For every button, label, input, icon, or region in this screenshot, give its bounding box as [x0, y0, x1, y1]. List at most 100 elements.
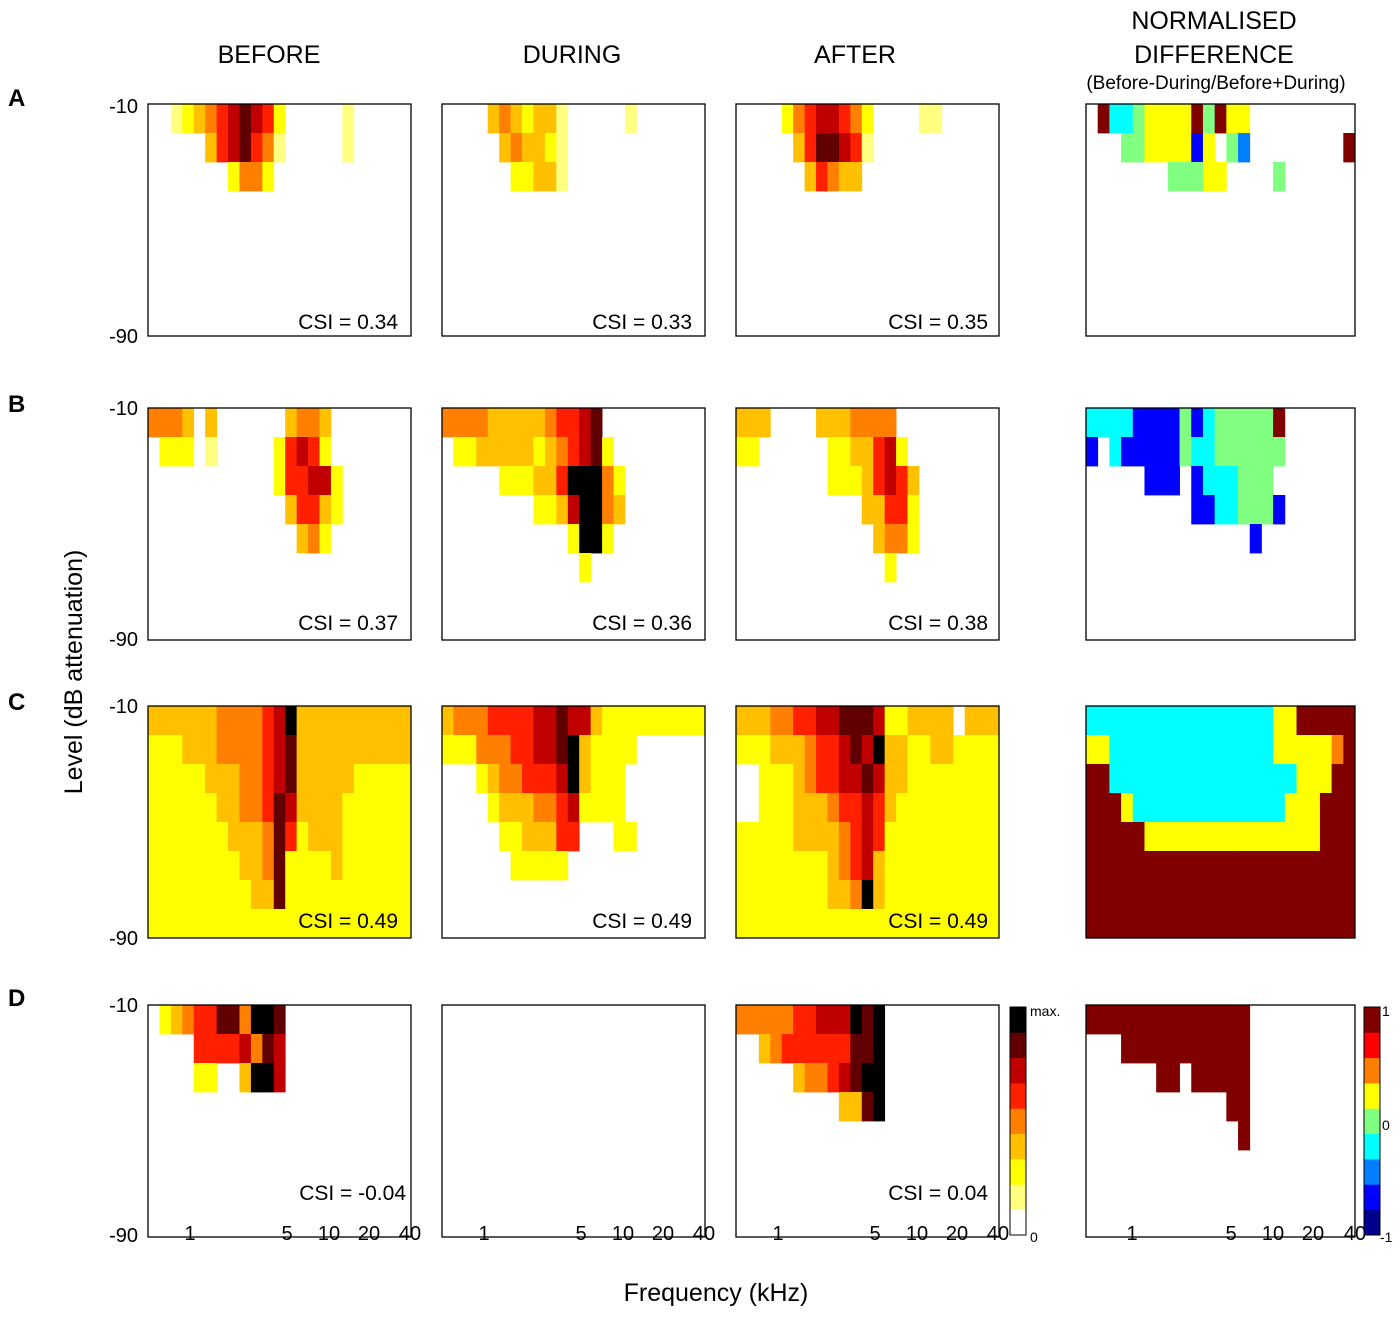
heatmap-cell: [510, 764, 523, 794]
heatmap-cell: [239, 851, 252, 881]
heatmap-cell: [342, 104, 355, 134]
heatmap-cell: [659, 706, 672, 736]
heatmap-cell: [1214, 466, 1227, 496]
y-tick-a-bottom: -90: [109, 326, 138, 348]
heatmap-cell: [1214, 162, 1227, 192]
heatmap-cell: [953, 793, 966, 823]
heatmap-cell: [228, 1005, 240, 1035]
heatmap-cell: [579, 437, 592, 467]
heatmap-cell: [873, 793, 886, 823]
heatmap-cell: [1226, 880, 1239, 910]
heatmap-cell: [1144, 1034, 1157, 1064]
heatmap-cell: [1261, 793, 1274, 823]
heatmap-cell: [556, 764, 569, 794]
heatmap-a-before: [170, 104, 355, 192]
heatmap-cell: [1202, 495, 1216, 525]
heatmap-cell: [148, 735, 160, 765]
heatmap-cell: [1167, 822, 1180, 852]
heatmap-cell: [804, 1034, 817, 1064]
heatmap-cell: [1202, 793, 1216, 823]
heatmap-cell: [1202, 104, 1216, 134]
heatmap-cell: [522, 133, 534, 163]
heatmap-cell: [1214, 764, 1227, 794]
heatmap-cell: [159, 764, 172, 794]
heatmap-cell: [861, 1034, 874, 1064]
heatmap-cell: [1343, 133, 1356, 163]
heatmap-cell: [296, 735, 309, 765]
heatmap-b-norm: [1086, 408, 1286, 554]
heatmap-cell: [239, 764, 252, 794]
heatmap-cell: [816, 706, 828, 736]
heatmap-cell: [987, 735, 1000, 765]
heatmap-cell: [1331, 706, 1344, 736]
heatmap-cell: [159, 1005, 172, 1035]
heatmap-cell: [861, 133, 874, 163]
heatmap-cell: [1191, 909, 1204, 939]
x-tick-before-20: 20: [358, 1223, 380, 1245]
heatmap-cell: [1214, 437, 1227, 467]
heatmap-cell: [758, 735, 771, 765]
heatmap-cell: [342, 909, 355, 939]
heatmap-cell: [873, 466, 886, 496]
heatmap-cell: [193, 909, 206, 939]
heatmap-cell: [330, 466, 343, 496]
heatmap-cell: [376, 793, 389, 823]
heatmap-cell: [522, 822, 534, 852]
heatmap-cell: [544, 851, 557, 881]
heatmap-cell: [522, 735, 534, 765]
heatmap-cell: [273, 437, 286, 467]
heatmap-cell: [1097, 764, 1110, 794]
heatmap-cell: [330, 793, 343, 823]
heatmap-cell: [285, 880, 298, 910]
heatmap-cell: [1308, 706, 1321, 736]
heatmap-cell: [250, 909, 263, 939]
heatmap-cell: [453, 437, 466, 467]
heatmap-cell: [239, 1063, 252, 1093]
heatmap-cell: [1238, 133, 1251, 163]
heatmap-cell: [1296, 909, 1309, 939]
heatmap-cell: [1238, 495, 1251, 525]
heatmap-cell: [148, 880, 160, 910]
heatmap-cell: [976, 706, 988, 736]
heatmap-cell: [1086, 437, 1099, 467]
heatmap-cell: [342, 764, 355, 794]
heatmap-cell: [816, 104, 828, 134]
heatmap-cell: [896, 466, 908, 496]
heatmap-cell: [758, 1005, 771, 1035]
heatmap-cell: [793, 133, 805, 163]
heatmap-cell: [228, 162, 240, 192]
heatmap-cell: [499, 133, 511, 163]
heatmap-cell: [499, 706, 511, 736]
heatmap-cell: [758, 793, 771, 823]
heatmap-cell: [1273, 162, 1286, 192]
heatmap-cell: [1132, 104, 1145, 134]
heatmap-cell: [159, 880, 172, 910]
heatmap-cell: [781, 851, 794, 881]
heatmap-cell: [1202, 851, 1216, 881]
heatmap-cell: [1202, 764, 1216, 794]
heatmap-cell: [838, 437, 851, 467]
heatmap-cell: [1331, 909, 1344, 939]
y-tick-b-top: -10: [109, 398, 138, 420]
heatmap-cell: [758, 851, 771, 881]
heatmap-cell: [319, 408, 332, 438]
heatmap-cell: [148, 706, 160, 736]
heatmap-cell: [159, 909, 172, 939]
heatmap-cell: [1109, 437, 1122, 467]
heatmap-cell: [556, 706, 569, 736]
heatmap-cell: [1308, 909, 1321, 939]
heatmap-cell: [873, 706, 886, 736]
heatmap-cell: [319, 495, 332, 525]
heatmap-cell: [216, 909, 229, 939]
heatmap-cell: [793, 909, 805, 939]
heatmap-cell: [918, 706, 931, 736]
heatmap-cell: [827, 133, 840, 163]
heatmap-d-before: [159, 1005, 286, 1093]
heatmap-cell: [736, 851, 748, 881]
heatmap-cell: [816, 735, 828, 765]
heatmap-cell: [1144, 706, 1157, 736]
heatmap-cell: [758, 1034, 771, 1064]
heatmap-cell: [399, 706, 412, 736]
heatmap-cell: [964, 909, 977, 939]
heatmap-cell: [1261, 408, 1274, 438]
